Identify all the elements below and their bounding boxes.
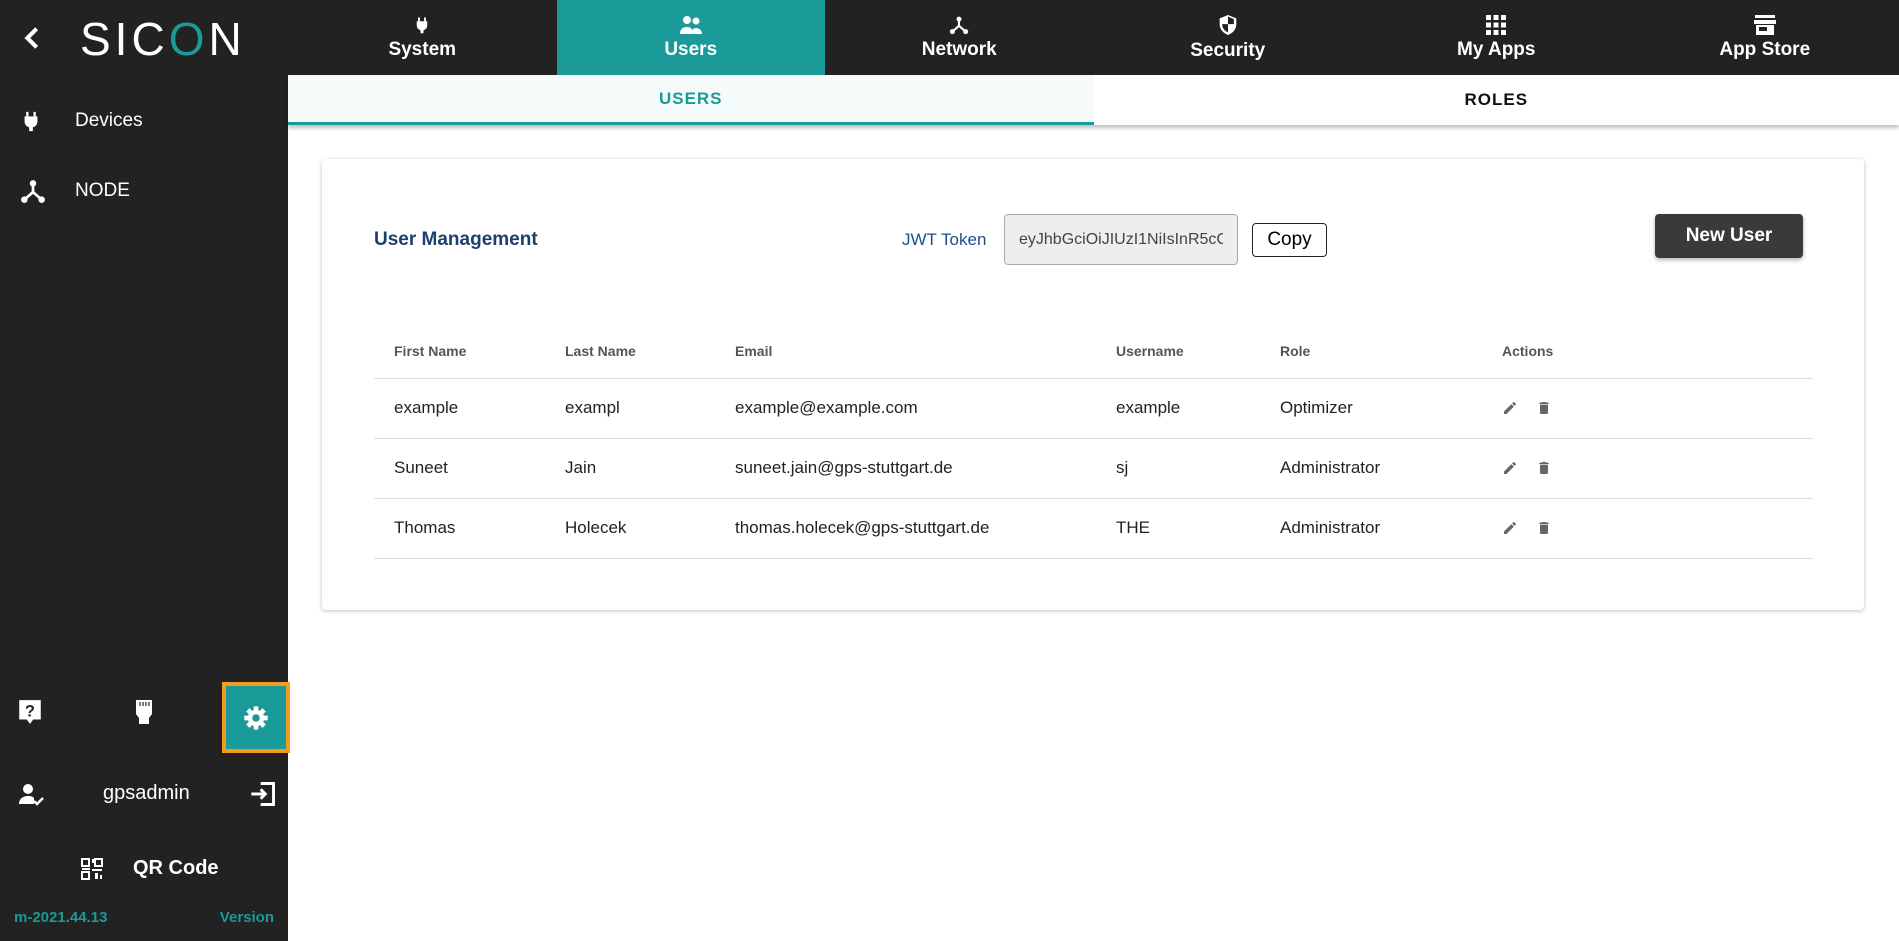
table-row: Thomas Holecek thomas.holecek@gps-stuttgar…	[374, 498, 1813, 559]
username: gpsadmin	[103, 782, 190, 804]
new-user-button[interactable]: New User	[1655, 214, 1803, 258]
cell-first-name: Thomas	[374, 498, 545, 559]
table-row: Suneet Jain suneet.jain@gps-stuttgart.de sj…	[374, 438, 1813, 499]
users-icon	[679, 15, 702, 34]
cell-last-name: Jain	[545, 438, 715, 499]
tab-security[interactable]: Security	[1094, 0, 1363, 75]
subtab-roles[interactable]: ROLES	[1464, 90, 1529, 109]
sidebar-item-node[interactable]: NODE	[0, 166, 288, 216]
delete-icon[interactable]	[1536, 399, 1552, 417]
tab-my-apps[interactable]: My Apps	[1362, 0, 1631, 75]
cell-username: THE	[1096, 498, 1260, 559]
apps-grid-icon	[1486, 14, 1507, 35]
subtab-users[interactable]: USERS	[288, 75, 1094, 125]
version-number: m-2021.44.13	[14, 909, 108, 926]
settings-button[interactable]	[222, 682, 290, 753]
column-header[interactable]: Username	[1096, 324, 1260, 379]
ethernet-port-icon	[136, 700, 152, 724]
tab-system[interactable]: System	[288, 0, 557, 75]
column-header[interactable]: Email	[715, 324, 1096, 379]
edit-icon[interactable]	[1502, 400, 1518, 416]
page-title: User Management	[374, 229, 538, 250]
column-header[interactable]: Role	[1260, 324, 1482, 379]
cell-first-name: example	[374, 378, 545, 439]
delete-icon[interactable]	[1536, 519, 1552, 537]
sidebar: SICON Devices NODE ? gpsadmin QR Code m-…	[0, 0, 290, 941]
cell-email: example@example.com	[715, 378, 1096, 439]
shield-icon	[1219, 14, 1237, 35]
users-table: First Name Last Name Email Username Role…	[374, 324, 1813, 559]
svg-text:?: ?	[25, 702, 35, 720]
sub-tabs: USERS ROLES	[288, 75, 1899, 125]
jwt-token-input[interactable]	[1004, 214, 1238, 265]
cell-actions	[1482, 498, 1813, 559]
qr-code-label: QR Code	[133, 857, 219, 879]
help-button[interactable]: ?	[8, 690, 52, 734]
delete-icon[interactable]	[1536, 459, 1552, 477]
cell-email: thomas.holecek@gps-stuttgart.de	[715, 498, 1096, 559]
user-info: gpsadmin	[0, 774, 288, 814]
user-check-icon	[19, 784, 44, 806]
edit-icon[interactable]	[1502, 520, 1518, 536]
qr-code-icon	[81, 858, 103, 880]
cell-role: Administrator	[1260, 498, 1482, 559]
column-header[interactable]: Last Name	[545, 324, 715, 379]
tab-users[interactable]: Users	[556, 0, 825, 75]
cell-actions	[1482, 438, 1813, 499]
copy-button[interactable]: Copy	[1252, 223, 1327, 257]
jwt-token-label: JWT Token	[902, 230, 987, 249]
tab-app-store[interactable]: App Store	[1631, 0, 1899, 75]
plug-icon	[417, 17, 428, 33]
version-info: m-2021.44.13 Version	[14, 909, 274, 926]
gear-icon	[244, 705, 268, 730]
logo: SICON	[80, 13, 246, 65]
logout-icon[interactable]	[249, 780, 277, 808]
network-icon	[21, 180, 45, 203]
help-icon: ?	[19, 700, 41, 724]
column-header[interactable]: First Name	[374, 324, 545, 379]
qr-code-button[interactable]: QR Code	[0, 850, 288, 888]
network-icon	[950, 16, 969, 34]
edit-icon[interactable]	[1502, 460, 1518, 476]
cell-actions	[1482, 378, 1813, 439]
sidebar-item-devices[interactable]: Devices	[0, 96, 288, 146]
cell-first-name: Suneet	[374, 438, 545, 499]
table-header: First Name Last Name Email Username Role…	[374, 324, 1813, 379]
table-row: example exampl example@example.com example O…	[374, 378, 1813, 439]
cell-role: Optimizer	[1260, 378, 1482, 439]
cell-username: example	[1096, 378, 1260, 439]
cell-email: suneet.jain@gps-stuttgart.de	[715, 438, 1096, 499]
chevron-left-icon[interactable]	[18, 22, 46, 54]
store-icon	[1753, 14, 1776, 35]
tab-network[interactable]: Network	[825, 0, 1094, 75]
cell-role: Administrator	[1260, 438, 1482, 499]
cell-last-name: exampl	[545, 378, 715, 439]
cell-username: sj	[1096, 438, 1260, 499]
ethernet-button[interactable]	[122, 690, 166, 734]
cell-last-name: Holecek	[545, 498, 715, 559]
plug-icon	[24, 111, 38, 132]
top-navigation: System Users Network Security My Apps Ap…	[288, 0, 1899, 75]
version-label: Version	[219, 909, 274, 926]
column-header: Actions	[1482, 324, 1813, 379]
user-management-card: User Management JWT Token Copy New User …	[322, 159, 1864, 610]
